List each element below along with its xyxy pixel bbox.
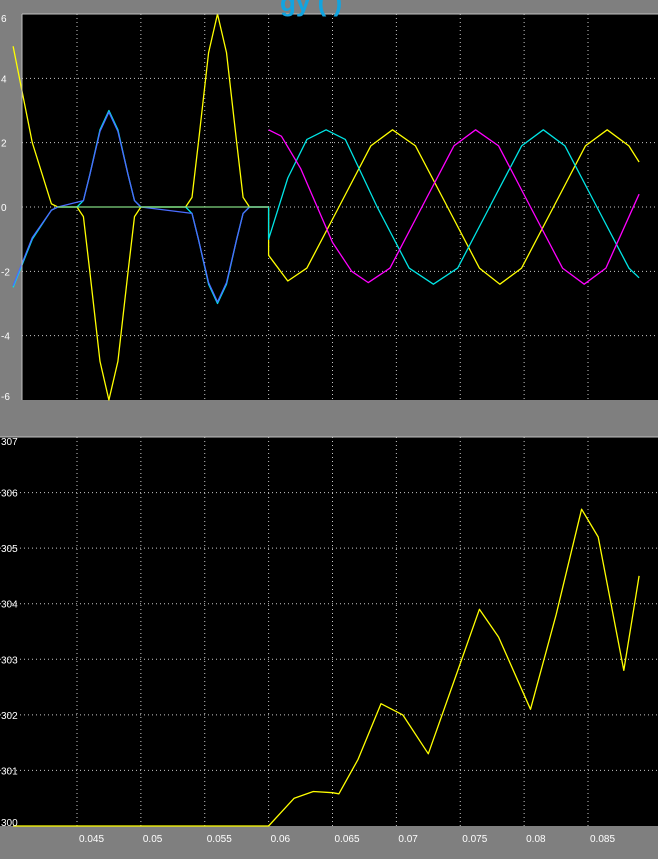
- top-y-tick-label: -6: [1, 392, 10, 403]
- top-y-tick-label: 4: [1, 74, 7, 85]
- top-y-tick-label: 0: [1, 203, 7, 214]
- top-plot: -6 -4 -2 0 2 4 6: [1, 13, 658, 403]
- bottom-y-tick-labels: 300 301 302 303 304 305 306 307: [1, 437, 18, 829]
- top-y-tick-label: -4: [1, 332, 10, 343]
- bottom-x-tick-label: 0.05: [143, 834, 163, 845]
- top-series-yellow: [12, 13, 640, 401]
- top-y-tick-label: 2: [1, 139, 7, 150]
- bottom-y-tick-label: 304: [1, 600, 18, 611]
- bottom-x-tick-label: 0.08: [526, 834, 546, 845]
- bottom-x-tick-label: 0.07: [398, 834, 418, 845]
- top-y-tick-label: 6: [1, 14, 7, 25]
- bottom-y-tick-label: 307: [1, 437, 18, 448]
- top-y-tick-labels: -6 -4 -2 0 2 4 6: [1, 14, 10, 403]
- top-series-blue: [12, 111, 269, 303]
- top-y-tick-label: -2: [1, 267, 10, 278]
- bottom-x-tick-labels: 0.045 0.05 0.055 0.06 0.065 0.07 0.075 0.08 0.08…: [79, 834, 615, 845]
- bottom-x-tick-label: 0.075: [462, 834, 487, 845]
- bottom-y-tick-label: 302: [1, 711, 18, 722]
- bottom-series-yellow: [13, 508, 640, 827]
- bottom-x-tick-label: 0.06: [271, 834, 291, 845]
- top-series: [12, 13, 640, 401]
- bottom-x-tick-label: 0.045: [79, 834, 104, 845]
- bottom-y-tick-label: 305: [1, 544, 18, 555]
- bottom-x-tick-label: 0.055: [207, 834, 232, 845]
- bottom-y-tick-label: 306: [1, 489, 18, 500]
- bottom-series: [13, 508, 640, 827]
- bottom-grid: [0, 437, 658, 826]
- bottom-y-tick-label: 301: [1, 766, 18, 777]
- bottom-x-tick-label: 0.065: [335, 834, 360, 845]
- bottom-y-tick-label: 300: [1, 818, 18, 829]
- bottom-y-tick-label: 303: [1, 655, 18, 666]
- bottom-x-tick-label: 0.085: [590, 834, 615, 845]
- bottom-plot-area: [0, 437, 658, 826]
- top-series-magenta: [268, 129, 640, 285]
- window-title-fragment: gy ( ): [280, 0, 343, 17]
